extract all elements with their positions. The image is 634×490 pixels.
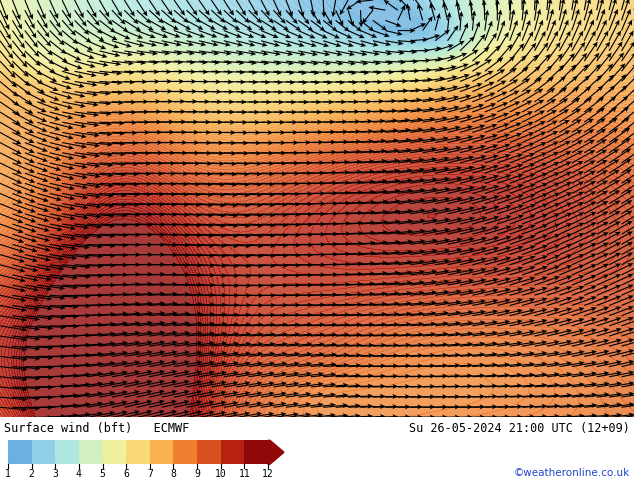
Text: 4: 4 bbox=[76, 469, 82, 479]
Bar bbox=[55, 441, 79, 464]
Bar bbox=[197, 441, 221, 464]
Text: Surface wind (bft)   ECMWF: Surface wind (bft) ECMWF bbox=[4, 422, 190, 436]
Bar bbox=[8, 441, 32, 464]
Bar bbox=[174, 441, 197, 464]
Bar bbox=[126, 441, 150, 464]
Text: 5: 5 bbox=[100, 469, 105, 479]
Text: 1: 1 bbox=[5, 469, 11, 479]
Bar bbox=[244, 441, 268, 464]
Text: 11: 11 bbox=[238, 469, 250, 479]
Text: 6: 6 bbox=[123, 469, 129, 479]
Text: 10: 10 bbox=[215, 469, 226, 479]
Bar bbox=[79, 441, 103, 464]
FancyArrow shape bbox=[268, 441, 284, 464]
Bar bbox=[103, 441, 126, 464]
Text: 3: 3 bbox=[53, 469, 58, 479]
Text: 12: 12 bbox=[262, 469, 274, 479]
Text: 2: 2 bbox=[29, 469, 35, 479]
Bar bbox=[221, 441, 244, 464]
Text: ©weatheronline.co.uk: ©weatheronline.co.uk bbox=[514, 468, 630, 478]
Bar bbox=[150, 441, 174, 464]
Text: 7: 7 bbox=[147, 469, 153, 479]
Text: 9: 9 bbox=[194, 469, 200, 479]
Text: 8: 8 bbox=[171, 469, 176, 479]
Text: Su 26-05-2024 21:00 UTC (12+09): Su 26-05-2024 21:00 UTC (12+09) bbox=[409, 422, 630, 436]
Bar bbox=[32, 441, 55, 464]
